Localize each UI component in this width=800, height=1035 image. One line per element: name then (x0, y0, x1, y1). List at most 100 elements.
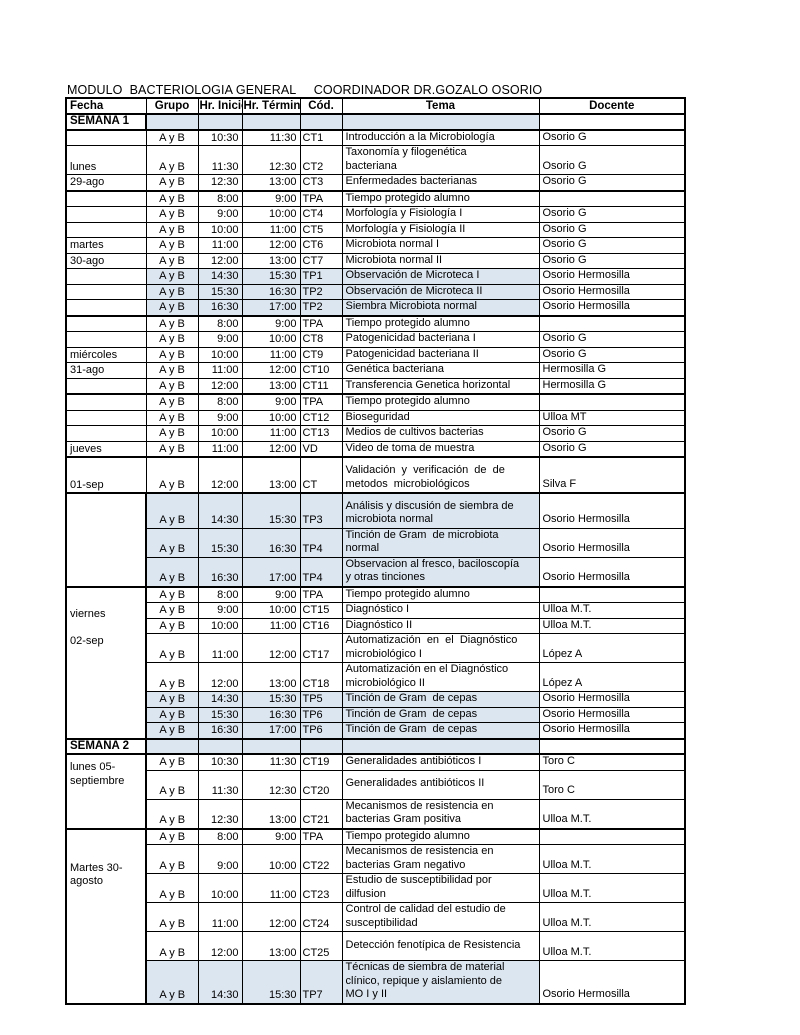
grupo-cell: A y B (145, 492, 199, 529)
hr-inicio-cell: 8:00 (197, 189, 243, 207)
docente-cell: Osorio G (538, 440, 686, 458)
cod-cell: TP3 (299, 492, 343, 529)
grupo-cell: A y B (145, 346, 199, 363)
week-row: SEMANA 1 (65, 113, 686, 131)
hr-termino-cell: 13:00 (241, 662, 301, 692)
tema-cell: Generalidades antibióticos I (341, 753, 540, 771)
hr-inicio-cell: 15:30 (197, 706, 243, 723)
docente-cell: Ulloa M.T. (538, 602, 686, 619)
fecha-cell: martes (65, 237, 147, 254)
hr-termino-cell: 13:00 (241, 252, 301, 269)
hr-inicio-cell: 8:00 (197, 585, 243, 603)
hr-inicio-cell: 10:00 (197, 873, 243, 903)
table-row: A y B 10:00 11:00 CT23 Estudio de susceptibi… (66, 873, 686, 903)
grupo-cell: A y B (145, 299, 199, 316)
fecha-cell (65, 299, 147, 316)
cod-cell: CT11 (299, 377, 343, 395)
tema-cell: Medios de cultivos bacterias (341, 425, 540, 442)
hr-inicio-cell: 11:00 (197, 237, 243, 254)
tema-cell: Morfología y Fisiología I (341, 206, 540, 223)
hr-termino-cell: 16:30 (241, 283, 301, 300)
table-row: A y B 14:30 15:30 TP1 Observación de Microte… (65, 268, 686, 285)
table-row: A y B 9:00 10:00 CT15 Diagnóstico I Ulloa M.T… (66, 602, 686, 619)
tema-cell: Análisis y discusión de siembra de micro… (341, 492, 540, 529)
grupo-cell: A y B (145, 722, 199, 739)
hr-inicio-cell: 10:00 (197, 221, 243, 238)
table-row: A y B 16:30 17:00 TP4 Observacion al fresco,… (66, 556, 686, 587)
cod-cell: TP6 (299, 722, 343, 739)
hr-inicio-cell: 10:30 (197, 129, 243, 146)
tema-cell (341, 737, 540, 755)
tema-cell: Mecanismos de resistencia en bacterias G… (341, 844, 540, 874)
fecha-cell (65, 425, 147, 442)
fecha-cell (65, 189, 147, 207)
table-row: A y B 16:30 17:00 TP6 Tinción de Gram de cep… (66, 722, 686, 739)
docente-cell: Hermosilla G (538, 362, 686, 379)
tema-cell: Genética bacteriana (341, 362, 540, 379)
grupo-cell: A y B (145, 362, 199, 379)
docente-cell: Ulloa M.T. (538, 931, 686, 961)
tema-cell: Tinción de Gram de cepas (341, 706, 540, 723)
hr-inicio-cell: 11:30 (197, 145, 243, 175)
docente-cell: Osorio Hermosilla (538, 960, 686, 1004)
hr-termino-cell: 11:00 (241, 425, 301, 442)
cod-cell: CT13 (299, 425, 343, 442)
docente-cell (538, 737, 686, 755)
hr-termino-cell: 15:30 (241, 268, 301, 285)
fecha-cell: lunes 05- septiembre (65, 753, 147, 830)
hr-termino-cell: 10:00 (241, 331, 301, 348)
cod-cell: TPA (299, 189, 343, 207)
grupo-cell: A y B (145, 798, 199, 829)
hr-inicio-cell: 9:00 (197, 206, 243, 223)
docente-cell (538, 314, 686, 332)
docente-cell: Osorio G (538, 129, 686, 146)
grupo-cell: A y B (145, 633, 199, 663)
tema-cell: Técnicas de siembra de material clínico,… (341, 960, 540, 1004)
grupo-cell: A y B (145, 283, 199, 300)
table-row: lunes A y B 11:30 12:30 CT2 Taxonomía y filog… (65, 145, 686, 175)
cod-cell: CT25 (299, 931, 343, 961)
hr-termino-cell: 9:00 (241, 827, 301, 845)
docente-cell: Osorio Hermosilla (538, 492, 686, 529)
cod-cell: TPA (299, 393, 343, 411)
grupo-cell: A y B (145, 189, 199, 207)
tema-cell: Tiempo protegido alumno (341, 585, 540, 603)
week-label: SEMANA 1 (65, 113, 147, 131)
table-row: A y B 12:00 13:00 CT25 Detección fenotípica … (66, 931, 686, 961)
grupo-cell: A y B (145, 753, 199, 771)
fecha-cell (65, 221, 147, 238)
cod-cell: TPA (299, 314, 343, 332)
hr-termino-cell: 12:00 (241, 237, 301, 254)
grupo-cell: A y B (145, 585, 199, 603)
tema-cell: Taxonomía y filogenética bacteriana (341, 145, 540, 175)
hr-inicio-cell: 8:00 (197, 314, 243, 332)
docente-cell: Osorio G (538, 425, 686, 442)
hr-termino-cell: 10:00 (241, 409, 301, 426)
table-row: A y B 12:30 13:00 CT21 Mecanismos de resiste… (66, 798, 686, 829)
tema-cell: Estudio de susceptibilidad por dilfusion (341, 873, 540, 903)
hr-inicio-cell: 8:00 (197, 827, 243, 845)
tema-cell: Automatización en el Diagnóstico microbi… (341, 633, 540, 663)
cod-cell (299, 737, 343, 755)
cod-cell: CT6 (299, 237, 343, 254)
hr-termino-cell: 9:00 (241, 189, 301, 207)
grupo-cell: A y B (145, 844, 199, 874)
grupo-cell: A y B (145, 314, 199, 332)
cod-cell: TP4 (299, 527, 343, 558)
hr-termino-cell: 11:00 (241, 873, 301, 903)
cod-cell: CT3 (299, 174, 343, 191)
hr-inicio-cell: 12:00 (197, 252, 243, 269)
hr-termino-cell: 11:00 (241, 346, 301, 363)
hr-inicio-cell: 14:30 (197, 268, 243, 285)
col-header-docente: Docente (538, 97, 686, 115)
hr-termino-cell: 10:00 (241, 206, 301, 223)
table-row: A y B 11:30 12:30 CT20 Generalidades antibió… (66, 769, 686, 800)
fecha-cell (65, 268, 147, 285)
table-row: 29-ago A y B 12:30 13:00 CT3 Enfermedades bac… (65, 174, 686, 191)
fecha-cell (65, 492, 147, 588)
tema-cell: Tiempo protegido alumno (341, 189, 540, 207)
tema-cell: Tiempo protegido alumno (341, 827, 540, 845)
tema-cell: Tiempo protegido alumno (341, 393, 540, 411)
hr-inicio-cell: 11:00 (197, 902, 243, 932)
docente-cell: Ulloa M.T. (538, 844, 686, 874)
